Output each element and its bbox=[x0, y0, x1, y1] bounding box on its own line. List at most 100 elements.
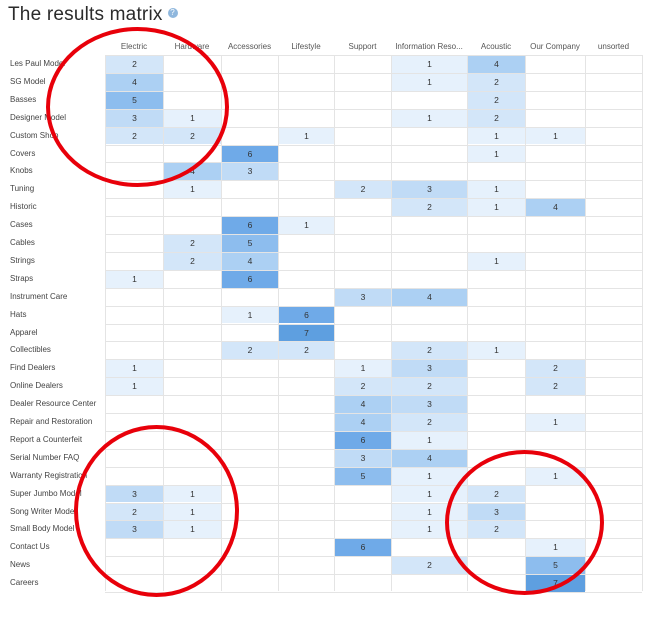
matrix-cell[interactable]: 2 bbox=[392, 342, 467, 360]
matrix-cell[interactable]: 2 bbox=[468, 73, 525, 91]
row-label[interactable]: Custom Shop bbox=[10, 130, 59, 140]
matrix-cell[interactable]: 1 bbox=[468, 181, 525, 199]
row-label[interactable]: Designer Model bbox=[10, 112, 67, 122]
row-label[interactable]: Serial Number FAQ bbox=[10, 452, 80, 462]
matrix-cell[interactable]: 3 bbox=[106, 521, 163, 539]
matrix-cell[interactable]: 1 bbox=[392, 503, 467, 521]
row-label[interactable]: Collectibles bbox=[10, 345, 51, 355]
matrix-cell[interactable]: 1 bbox=[164, 485, 221, 503]
row-label[interactable]: Repair and Restoration bbox=[10, 417, 93, 426]
row-label[interactable]: Historic bbox=[10, 202, 37, 212]
matrix-cell[interactable]: 6 bbox=[222, 270, 278, 288]
row-label[interactable]: Super Jumbo Model bbox=[10, 488, 82, 498]
matrix-cell[interactable]: 1 bbox=[526, 414, 585, 431]
matrix-cell[interactable]: 2 bbox=[106, 127, 163, 145]
row-label[interactable]: Small Body Model bbox=[10, 524, 75, 534]
matrix-cell[interactable]: 7 bbox=[526, 575, 585, 592]
matrix-cell[interactable]: 3 bbox=[335, 449, 391, 467]
matrix-cell[interactable]: 1 bbox=[392, 56, 467, 73]
matrix-cell[interactable]: 1 bbox=[106, 270, 163, 288]
matrix-cell[interactable]: 4 bbox=[222, 252, 278, 270]
row-label[interactable]: Cases bbox=[10, 220, 33, 230]
matrix-cell[interactable]: 1 bbox=[106, 378, 163, 396]
column-header[interactable]: Our Company bbox=[530, 42, 580, 51]
column-header[interactable]: Electric bbox=[120, 42, 148, 51]
row-label[interactable]: Tuning bbox=[10, 184, 35, 194]
matrix-cell[interactable]: 6 bbox=[222, 145, 278, 163]
matrix-cell[interactable]: 2 bbox=[468, 521, 525, 539]
column-header[interactable]: Accessories bbox=[227, 42, 272, 51]
row-label[interactable]: Straps bbox=[10, 273, 34, 283]
matrix-cell[interactable]: 1 bbox=[164, 181, 221, 199]
row-label[interactable]: Apparel bbox=[10, 327, 38, 337]
matrix-cell[interactable]: 5 bbox=[335, 467, 391, 485]
column-header[interactable]: Lifestyle bbox=[291, 42, 321, 51]
row-label[interactable]: Cables bbox=[10, 238, 35, 247]
column-header[interactable]: Acoustic bbox=[480, 42, 512, 51]
row-label[interactable]: Knobs bbox=[10, 166, 33, 176]
matrix-cell[interactable]: 4 bbox=[468, 56, 525, 73]
matrix-cell[interactable]: 1 bbox=[106, 360, 163, 378]
matrix-cell[interactable]: 2 bbox=[526, 378, 585, 396]
matrix-cell[interactable]: 3 bbox=[106, 485, 163, 503]
matrix-cell[interactable]: 6 bbox=[222, 217, 278, 234]
row-label[interactable]: News bbox=[10, 560, 31, 570]
matrix-cell[interactable]: 1 bbox=[526, 467, 585, 485]
matrix-cell[interactable]: 3 bbox=[392, 360, 467, 378]
matrix-cell[interactable]: 3 bbox=[106, 109, 163, 127]
matrix-cell[interactable]: 4 bbox=[106, 73, 163, 91]
matrix-cell[interactable]: 3 bbox=[392, 396, 467, 413]
row-label[interactable]: Hats bbox=[10, 309, 27, 319]
row-label[interactable]: Dealer Resource Center bbox=[10, 399, 97, 409]
matrix-cell[interactable]: 1 bbox=[468, 145, 525, 163]
matrix-cell[interactable]: 2 bbox=[526, 360, 585, 378]
column-header[interactable]: Support bbox=[348, 42, 377, 51]
matrix-cell[interactable]: 1 bbox=[526, 127, 585, 145]
row-label[interactable]: Contact Us bbox=[10, 542, 50, 552]
matrix-cell[interactable]: 1 bbox=[468, 252, 525, 270]
matrix-cell[interactable]: 6 bbox=[335, 431, 391, 449]
matrix-cell[interactable]: 1 bbox=[468, 127, 525, 145]
help-circle-icon[interactable]: ? bbox=[167, 7, 178, 18]
matrix-cell[interactable]: 2 bbox=[106, 56, 163, 73]
row-label[interactable]: Instrument Care bbox=[10, 291, 68, 301]
matrix-cell[interactable]: 1 bbox=[468, 199, 525, 217]
row-label[interactable]: SG Model bbox=[10, 76, 46, 86]
row-label[interactable]: Find Dealers bbox=[10, 363, 56, 373]
matrix-cell[interactable]: 3 bbox=[392, 181, 467, 199]
matrix-cell[interactable]: 4 bbox=[526, 199, 585, 217]
column-header[interactable]: Hardware bbox=[174, 42, 210, 51]
matrix-cell[interactable]: 1 bbox=[392, 521, 467, 539]
matrix-cell[interactable]: 2 bbox=[468, 485, 525, 503]
matrix-cell[interactable]: 2 bbox=[468, 109, 525, 127]
matrix-cell[interactable]: 1 bbox=[222, 306, 278, 324]
matrix-cell[interactable]: 3 bbox=[222, 163, 278, 181]
matrix-cell[interactable]: 1 bbox=[392, 485, 467, 503]
matrix-cell[interactable]: 2 bbox=[392, 557, 467, 575]
row-label[interactable]: Warranty Registration bbox=[10, 470, 88, 480]
matrix-cell[interactable]: 1 bbox=[335, 360, 391, 378]
matrix-cell[interactable]: 2 bbox=[222, 342, 278, 360]
matrix-cell[interactable]: 5 bbox=[106, 91, 163, 109]
matrix-cell[interactable]: 1 bbox=[279, 127, 334, 145]
matrix-cell[interactable]: 2 bbox=[164, 252, 221, 270]
column-header[interactable]: Information Reso... bbox=[395, 42, 463, 51]
row-label[interactable]: Careers bbox=[10, 578, 39, 588]
matrix-cell[interactable]: 2 bbox=[392, 199, 467, 217]
matrix-cell[interactable]: 1 bbox=[526, 539, 585, 557]
matrix-cell[interactable]: 4 bbox=[392, 288, 467, 306]
matrix-cell[interactable]: 2 bbox=[164, 127, 221, 145]
row-label[interactable]: Basses bbox=[10, 94, 37, 104]
matrix-cell[interactable]: 1 bbox=[164, 503, 221, 521]
matrix-cell[interactable]: 6 bbox=[279, 306, 334, 324]
matrix-cell[interactable]: 2 bbox=[468, 91, 525, 109]
row-label[interactable]: Les Paul Model bbox=[10, 59, 66, 68]
matrix-cell[interactable]: 2 bbox=[106, 503, 163, 521]
matrix-cell[interactable]: 1 bbox=[279, 217, 334, 234]
matrix-cell[interactable]: 7 bbox=[279, 324, 334, 342]
matrix-cell[interactable]: 4 bbox=[164, 163, 221, 181]
matrix-cell[interactable]: 3 bbox=[335, 288, 391, 306]
matrix-cell[interactable]: 6 bbox=[335, 539, 391, 557]
matrix-cell[interactable]: 5 bbox=[526, 557, 585, 575]
matrix-cell[interactable]: 1 bbox=[392, 109, 467, 127]
